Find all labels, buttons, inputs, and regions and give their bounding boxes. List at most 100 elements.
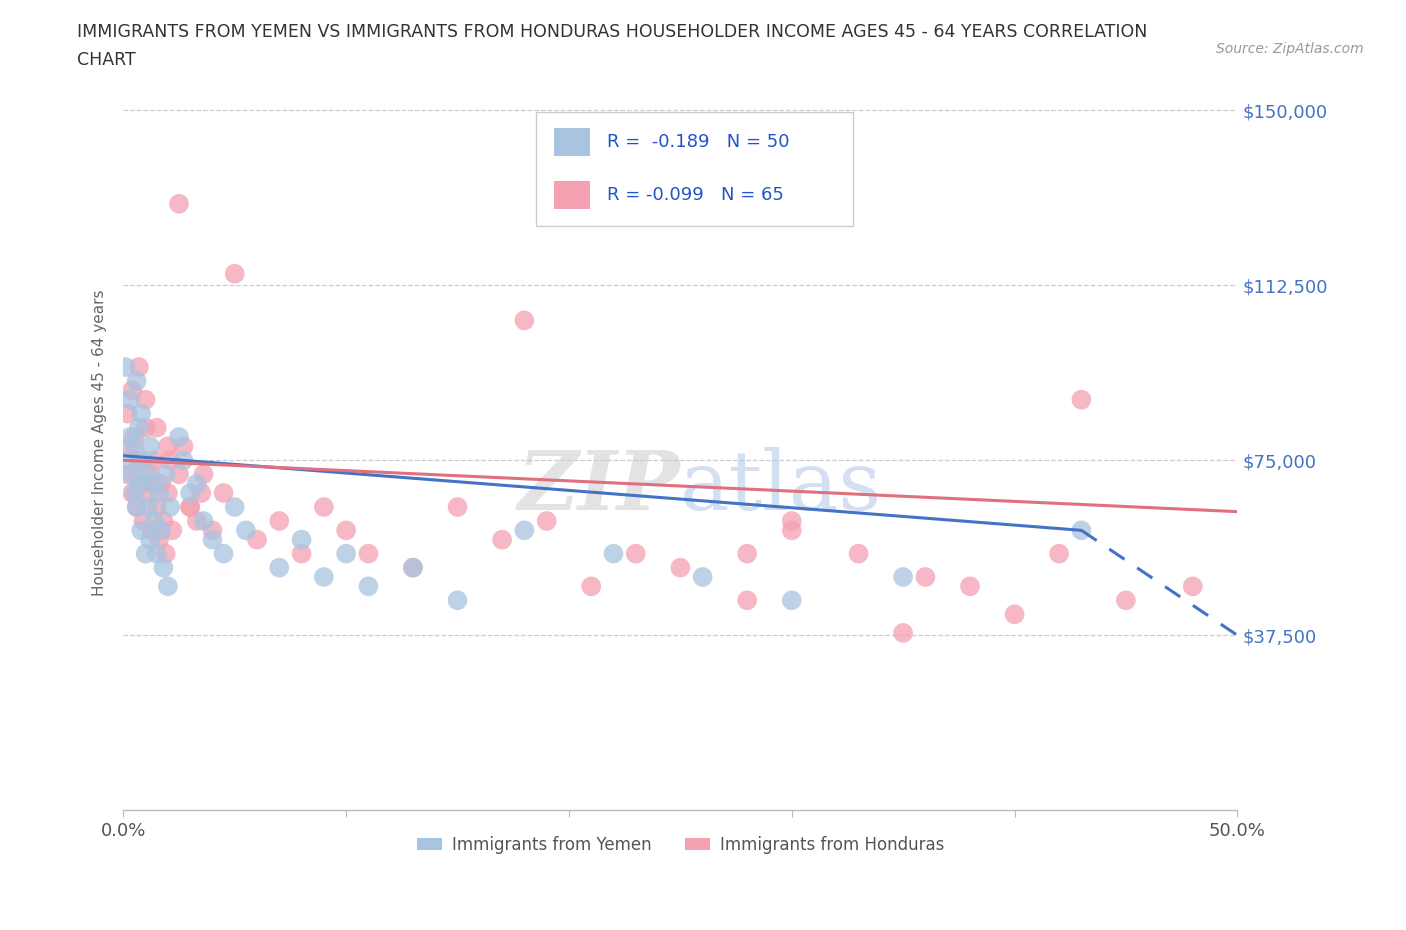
- Text: ZIP: ZIP: [517, 447, 681, 527]
- Point: [1070, 523, 1092, 538]
- Point: [172, 453, 194, 468]
- Point: [212, 485, 235, 500]
- Point: [201, 532, 224, 547]
- Point: [167, 430, 190, 445]
- Point: [124, 430, 146, 445]
- Point: [290, 532, 312, 547]
- Point: [125, 374, 148, 389]
- Point: [536, 513, 558, 528]
- Point: [117, 453, 139, 468]
- Point: [114, 360, 136, 375]
- Point: [156, 578, 179, 593]
- Point: [143, 513, 166, 528]
- Point: [193, 513, 215, 528]
- Point: [312, 569, 335, 584]
- Point: [128, 476, 150, 491]
- Point: [118, 430, 141, 445]
- Point: [1115, 592, 1137, 607]
- Point: [780, 523, 803, 538]
- Point: [179, 499, 201, 514]
- Point: [335, 523, 357, 538]
- Point: [780, 513, 803, 528]
- Point: [201, 523, 224, 538]
- Point: [159, 453, 181, 468]
- Point: [135, 467, 157, 482]
- Point: [357, 546, 380, 561]
- Point: [156, 439, 179, 454]
- Point: [513, 312, 536, 327]
- Point: [179, 485, 201, 500]
- Point: [136, 485, 159, 500]
- Point: [128, 420, 150, 435]
- FancyBboxPatch shape: [554, 128, 591, 156]
- Point: [136, 499, 159, 514]
- Point: [167, 467, 190, 482]
- Point: [132, 513, 155, 528]
- Point: [692, 569, 714, 584]
- Point: [117, 467, 139, 482]
- Point: [129, 476, 152, 491]
- Point: [141, 476, 163, 491]
- Point: [246, 532, 269, 547]
- Point: [891, 626, 914, 641]
- Point: [150, 476, 173, 491]
- Point: [335, 546, 357, 561]
- Point: [118, 439, 141, 454]
- Point: [193, 467, 215, 482]
- Point: [124, 485, 146, 500]
- Point: [135, 392, 157, 407]
- Point: [848, 546, 870, 561]
- Point: [135, 420, 157, 435]
- Point: [135, 546, 157, 561]
- Point: [117, 406, 139, 421]
- Point: [125, 499, 148, 514]
- Point: [186, 476, 208, 491]
- Point: [446, 592, 468, 607]
- Point: [735, 546, 758, 561]
- Point: [357, 578, 380, 593]
- Y-axis label: Householder Income Ages 45 - 64 years: Householder Income Ages 45 - 64 years: [93, 289, 107, 596]
- Point: [402, 560, 425, 575]
- Point: [139, 439, 162, 454]
- Point: [145, 546, 167, 561]
- Point: [128, 360, 150, 375]
- Point: [156, 485, 179, 500]
- Text: R =  -0.189   N = 50: R = -0.189 N = 50: [607, 133, 789, 152]
- Point: [290, 546, 312, 561]
- Point: [141, 523, 163, 538]
- Point: [312, 499, 335, 514]
- Text: Source: ZipAtlas.com: Source: ZipAtlas.com: [1216, 42, 1364, 56]
- Point: [155, 546, 177, 561]
- Point: [152, 560, 174, 575]
- Point: [143, 453, 166, 468]
- Point: [167, 196, 190, 211]
- Point: [128, 453, 150, 468]
- Point: [224, 266, 246, 281]
- Point: [1181, 578, 1204, 593]
- Point: [148, 532, 170, 547]
- Point: [148, 485, 170, 500]
- Point: [159, 499, 181, 514]
- Point: [491, 532, 513, 547]
- Point: [152, 513, 174, 528]
- Point: [212, 546, 235, 561]
- Point: [669, 560, 692, 575]
- Point: [235, 523, 257, 538]
- FancyBboxPatch shape: [536, 113, 853, 226]
- Point: [224, 499, 246, 514]
- Point: [139, 467, 162, 482]
- Point: [129, 523, 152, 538]
- Point: [121, 383, 143, 398]
- Point: [118, 392, 141, 407]
- Point: [579, 578, 602, 593]
- Point: [125, 499, 148, 514]
- Point: [513, 523, 536, 538]
- Legend: Immigrants from Yemen, Immigrants from Honduras: Immigrants from Yemen, Immigrants from H…: [411, 830, 950, 860]
- Point: [914, 569, 936, 584]
- Point: [186, 513, 208, 528]
- Point: [179, 499, 201, 514]
- Point: [735, 592, 758, 607]
- Point: [132, 453, 155, 468]
- Point: [139, 532, 162, 547]
- Point: [402, 560, 425, 575]
